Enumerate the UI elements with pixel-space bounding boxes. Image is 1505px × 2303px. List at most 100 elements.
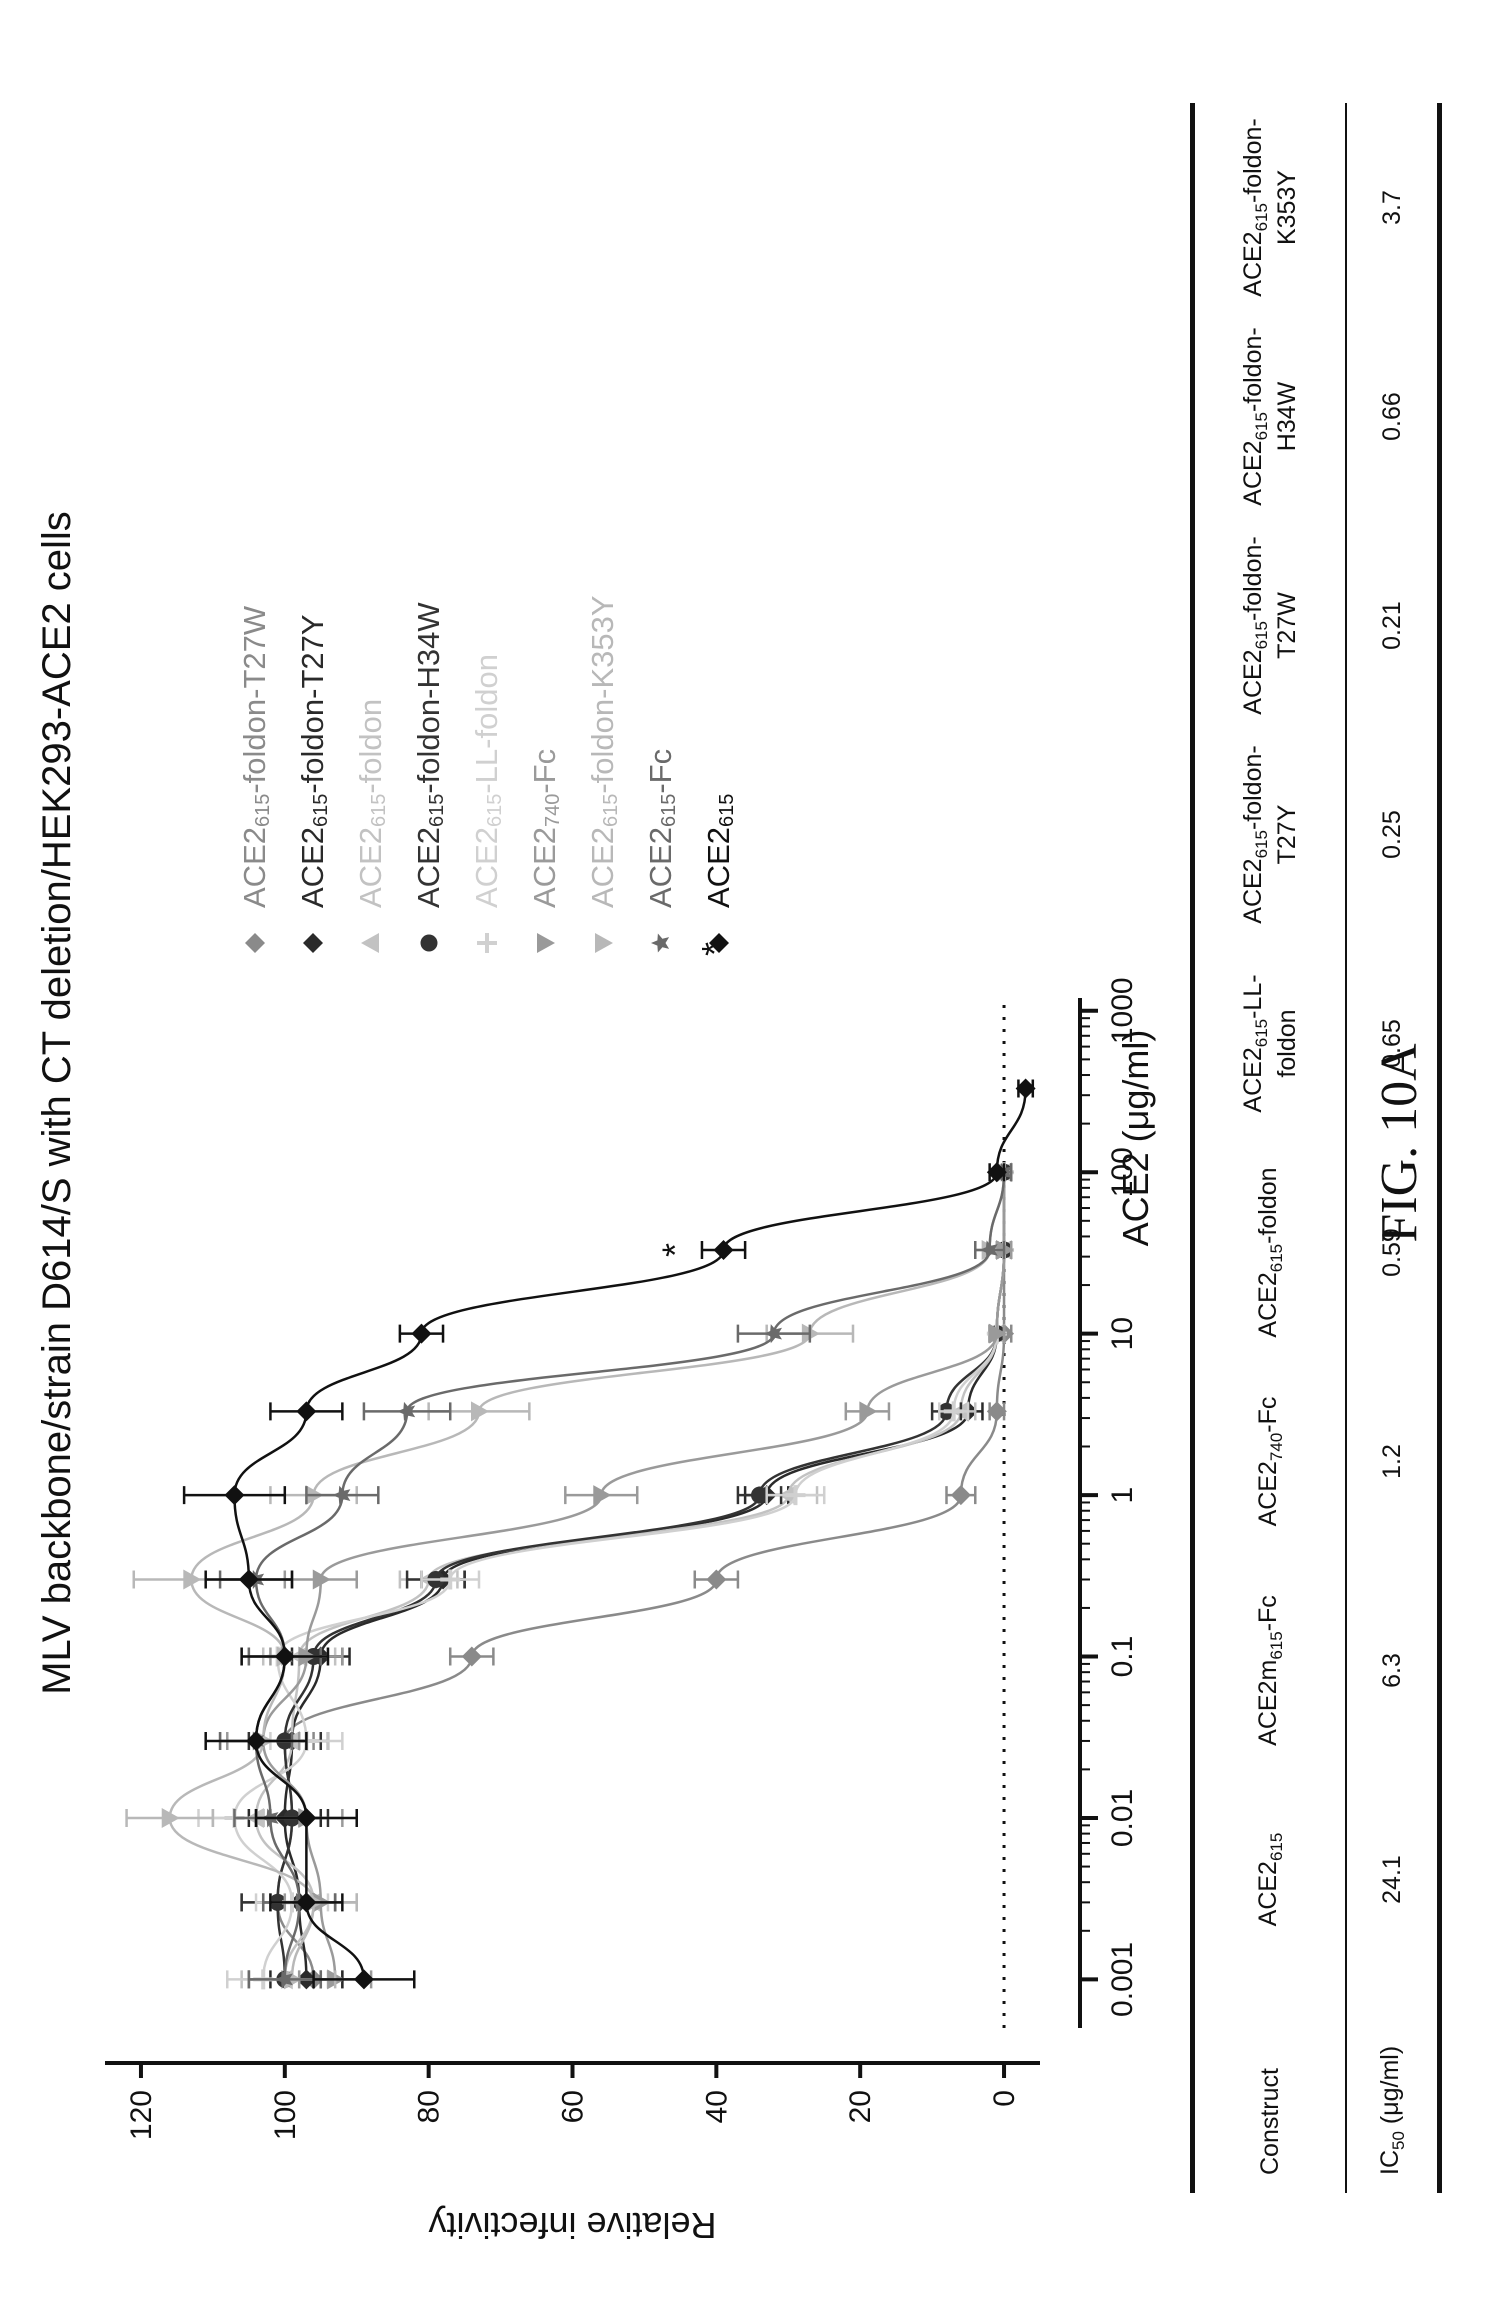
ic50-value: 24.1 xyxy=(1378,1855,1406,1904)
y-tick-label: 40 xyxy=(700,2090,733,2123)
data-point xyxy=(988,1323,1007,1344)
construct-name: ACE2615 xyxy=(1253,1832,1286,1927)
data-point xyxy=(593,1485,612,1506)
data-point xyxy=(245,933,265,953)
ic50-value: 6.3 xyxy=(1378,1653,1406,1688)
construct-name: ACE2m615-Fc xyxy=(1253,1595,1286,1746)
data-point xyxy=(706,1569,727,1590)
legend-entry-label: ACE2615-foldon xyxy=(353,699,390,908)
data-point xyxy=(763,1324,782,1344)
legend-asterisk: * xyxy=(694,942,735,956)
construct-cell: ACE2615-LL-foldon xyxy=(1195,939,1346,1148)
data-point xyxy=(238,1569,259,1590)
construct-name: ACE2615-foldon-T27Y xyxy=(1238,745,1302,924)
data-point xyxy=(411,1323,432,1344)
data-point xyxy=(785,1485,806,1506)
table-header-row: Construct ACE2615 ACE2m615-Fc ACE2740-Fc… xyxy=(1195,103,1346,2193)
data-point xyxy=(537,933,555,953)
legend-entry-label: ACE2615-Fc xyxy=(643,749,680,908)
x-tick-label: 0.001 xyxy=(1106,1942,1139,2017)
x-axis-label: ACE2 (μg/ml) xyxy=(1115,1030,1156,1247)
data-point xyxy=(709,933,729,953)
data-point xyxy=(361,933,379,953)
data-point xyxy=(224,1485,245,1506)
data-point xyxy=(979,1240,998,1260)
data-point xyxy=(397,1401,416,1421)
legend-entry-label: ACE2615 xyxy=(701,794,738,908)
construct-cell: ACE2615-foldon-T27W xyxy=(1195,521,1346,730)
y-tick-label: 80 xyxy=(413,2090,446,2123)
data-point xyxy=(651,933,670,953)
x-tick-label: 1000 xyxy=(1106,977,1139,1044)
chart: MLV backbone/strain D614/S with CT delet… xyxy=(35,511,1156,2246)
y-tick-label: 0 xyxy=(988,2090,1021,2107)
legend-entry-label: ACE2615-foldon-T27Y xyxy=(295,614,332,908)
data-point xyxy=(183,1569,202,1590)
chart-title: MLV backbone/strain D614/S with CT delet… xyxy=(35,511,79,1695)
y-tick-label: 20 xyxy=(844,2090,877,2123)
ic50-row-header: IC50 (μg/ml) xyxy=(1375,2045,1408,2175)
data-point xyxy=(751,1486,768,1504)
construct-name: ACE2615-foldon xyxy=(1253,1167,1286,1338)
x-tick-label: 100 xyxy=(1106,1147,1139,1197)
data-point xyxy=(471,1401,489,1422)
construct-name: ACE2615-foldon-K353Y xyxy=(1238,118,1302,297)
ic50-value: 0.21 xyxy=(1378,601,1406,650)
data-point xyxy=(303,933,323,953)
data-point xyxy=(859,1401,878,1422)
y-tick-label: 60 xyxy=(557,2090,590,2123)
legend-entry-label: ACE2740-Fc xyxy=(527,749,564,908)
data-point xyxy=(950,1485,971,1506)
figure-label: FIG. 10A xyxy=(1371,1043,1428,1243)
data-point xyxy=(440,1569,461,1590)
construct-name: ACE2615-LL-foldon xyxy=(1238,974,1302,1113)
construct-cell: ACE2740-Fc xyxy=(1195,1357,1346,1566)
data-point xyxy=(296,1807,317,1828)
data-point xyxy=(274,1969,293,1989)
y-axis-label: Relative infectivity xyxy=(428,2205,716,2246)
data-point xyxy=(986,1162,1007,1183)
y-tick-label: 100 xyxy=(269,2090,302,2140)
legend-entry-label: ACE2615-LL-foldon xyxy=(469,654,506,908)
data-point xyxy=(312,1569,331,1590)
data-point xyxy=(420,934,438,952)
construct-row-header: Construct xyxy=(1195,1984,1346,2193)
x-tick-label: 0.01 xyxy=(1106,1789,1139,1847)
construct-name: ACE2615-foldon-H34W xyxy=(1238,327,1302,506)
construct-name: ACE2615-foldon-T27W xyxy=(1238,536,1302,715)
legend-entry-label: ACE2615-foldon-H34W xyxy=(411,602,448,908)
data-point xyxy=(943,1401,964,1422)
construct-name: ACE2740-Fc xyxy=(1253,1396,1286,1527)
ic50-value: 3.7 xyxy=(1378,190,1406,225)
construct-cell: ACE2615 xyxy=(1195,1775,1346,1984)
ic50-value: 0.25 xyxy=(1378,810,1406,859)
data-point xyxy=(296,1401,317,1422)
series-fit-curve xyxy=(168,1172,1006,1980)
series-group-5 xyxy=(226,1162,1015,1990)
construct-cell: ACE2m615-Fc xyxy=(1195,1566,1346,1775)
data-point xyxy=(595,933,613,953)
legend-entry-label: ACE2615-foldon-T27W xyxy=(237,605,274,908)
construct-cell: ACE2615-foldon-T27Y xyxy=(1195,730,1346,939)
series-group-1 xyxy=(247,1162,1015,1990)
data-point xyxy=(274,1646,295,1667)
construct-cell: ACE2615-foldon-K353Y xyxy=(1195,103,1346,312)
ic50-value: 0.66 xyxy=(1378,392,1406,441)
legend-entry-label: ACE2615-foldon-K353Y xyxy=(585,595,622,908)
significance-asterisk: * xyxy=(655,1243,696,1257)
construct-cell: ACE2615-foldon xyxy=(1195,1148,1346,1357)
data-point xyxy=(332,1485,351,1505)
data-point xyxy=(353,1969,374,1990)
x-tick-label: 10 xyxy=(1106,1317,1139,1350)
ic50-value: 1.2 xyxy=(1378,1444,1406,1479)
series-group-8 xyxy=(182,1078,1036,1990)
data-point xyxy=(713,1239,734,1260)
construct-cell: ACE2615-foldon-H34W xyxy=(1195,312,1346,521)
data-point xyxy=(461,1646,482,1667)
x-tick-label: 1 xyxy=(1106,1487,1139,1504)
data-point xyxy=(161,1807,180,1828)
data-point xyxy=(477,933,497,953)
data-point xyxy=(1015,1078,1036,1099)
y-tick-label: 120 xyxy=(125,2090,158,2140)
